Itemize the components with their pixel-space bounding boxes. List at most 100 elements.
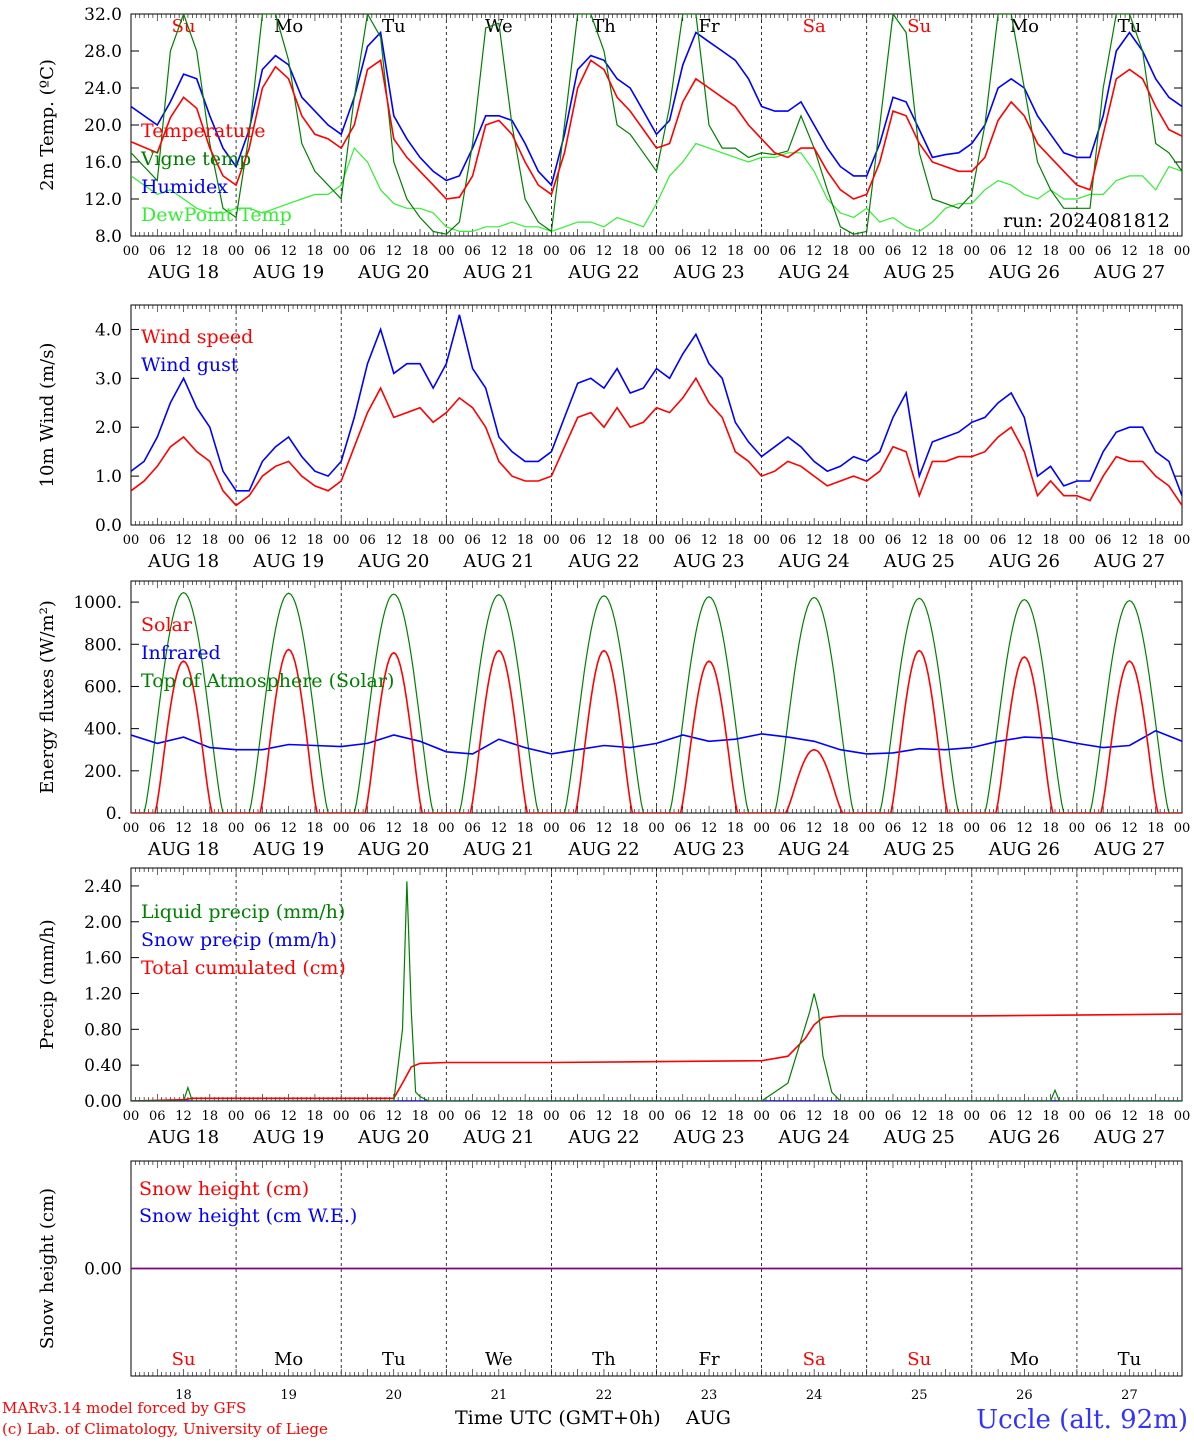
y-tick-label: 2.00 — [84, 913, 122, 933]
hour-label: 00 — [648, 533, 665, 548]
weekday-label: Fr — [699, 16, 720, 37]
weekday-label: Su — [172, 1349, 196, 1370]
y-tick-label: 0.00 — [84, 1092, 122, 1112]
weekday-label: Mo — [1010, 16, 1039, 37]
hour-label: 12 — [806, 244, 823, 259]
y-tick-label: 2.40 — [84, 877, 122, 897]
hour-label: 18 — [307, 1109, 324, 1124]
hour-label: 12 — [385, 533, 402, 548]
day-number: 19 — [280, 1388, 297, 1403]
series-line-wind-speed — [131, 376, 1182, 507]
hour-label: 18 — [1147, 1109, 1164, 1124]
date-label: AUG 18 — [147, 551, 219, 572]
hour-label: 06 — [885, 244, 902, 259]
day-number: 24 — [806, 1388, 823, 1403]
hour-label: 00 — [753, 533, 770, 548]
date-label: AUG 26 — [988, 262, 1060, 283]
hour-label: 00 — [438, 1109, 455, 1124]
hour-label: 12 — [701, 244, 718, 259]
legend-entry: Total cumulated (cm) — [141, 957, 346, 979]
panel-5: 0.00 Snow height (cm) 18 19 20 21 22 23 24 25 26 27… — [37, 1160, 1183, 1403]
hour-label: 18 — [727, 244, 744, 259]
hour-label: 18 — [517, 244, 534, 259]
hour-label: 00 — [1069, 244, 1086, 259]
y-tick-label: 20.0 — [84, 116, 122, 136]
hour-label: 00 — [858, 1109, 875, 1124]
hour-label: 18 — [517, 533, 534, 548]
hour-label: 06 — [675, 1109, 692, 1124]
hour-label: 06 — [675, 821, 692, 836]
hour-label: 06 — [359, 244, 376, 259]
hour-label: 18 — [1042, 1109, 1059, 1124]
hour-label: 00 — [1174, 821, 1191, 836]
date-label: AUG 26 — [988, 1127, 1060, 1148]
hour-label: 18 — [727, 821, 744, 836]
date-label: AUG 22 — [567, 1127, 639, 1148]
legend-entry: Wind gust — [141, 354, 239, 376]
hour-label: 06 — [359, 1109, 376, 1124]
hour-label: 18 — [832, 821, 849, 836]
hour-label: 00 — [858, 244, 875, 259]
hour-label: 00 — [333, 1109, 350, 1124]
weekday-label: Th — [592, 1349, 616, 1370]
hour-label: 06 — [149, 244, 166, 259]
hour-label: 06 — [464, 533, 481, 548]
y-tick-label: 0. — [106, 804, 122, 824]
y-tick-label: 400. — [84, 720, 122, 740]
hour-label: 00 — [333, 821, 350, 836]
hour-label: 18 — [202, 821, 219, 836]
date-label: AUG 19 — [252, 1127, 324, 1148]
hour-label: 12 — [491, 821, 508, 836]
hour-label: 12 — [701, 1109, 718, 1124]
date-label: AUG 23 — [672, 262, 744, 283]
date-label: AUG 25 — [883, 551, 955, 572]
hour-label: 12 — [280, 533, 297, 548]
legend-entry: Snow precip (mm/h) — [141, 929, 337, 951]
date-label: AUG 26 — [988, 551, 1060, 572]
hour-label: 06 — [885, 533, 902, 548]
hour-label: 12 — [491, 533, 508, 548]
legend-entry: Wind speed — [141, 326, 253, 348]
hour-label: 18 — [307, 533, 324, 548]
x-axis-month: AUG — [685, 1407, 731, 1429]
hour-label: 06 — [464, 821, 481, 836]
hour-label: 18 — [937, 1109, 954, 1124]
hour-label: 06 — [675, 244, 692, 259]
hour-label: 18 — [412, 533, 429, 548]
hour-label: 00 — [1069, 533, 1086, 548]
series-line-temperature — [131, 58, 1182, 200]
hour-label: 00 — [964, 821, 981, 836]
weekday-label: Su — [172, 16, 196, 37]
y-axis-label: Energy fluxes (W/m²) — [37, 600, 58, 794]
hour-label: 18 — [517, 821, 534, 836]
hour-label: 00 — [123, 533, 140, 548]
legend-entry: Snow height (cm) — [139, 1178, 309, 1200]
y-tick-label: 0.80 — [84, 1020, 122, 1040]
day-number: 27 — [1121, 1388, 1138, 1403]
hour-label: 18 — [1147, 821, 1164, 836]
hour-label: 06 — [1095, 244, 1112, 259]
hour-label: 12 — [385, 244, 402, 259]
hour-label: 00 — [648, 1109, 665, 1124]
y-tick-label: 16.0 — [84, 153, 122, 173]
hour-label: 00 — [753, 821, 770, 836]
hour-label: 06 — [359, 533, 376, 548]
y-axis-label: Precip (mm/h) — [37, 919, 58, 1049]
hour-label: 18 — [307, 244, 324, 259]
date-label: AUG 21 — [462, 839, 534, 860]
y-tick-label: 12.0 — [84, 190, 122, 210]
hour-label: 06 — [780, 244, 797, 259]
hour-label: 00 — [228, 533, 245, 548]
hour-label: 18 — [622, 533, 639, 548]
hour-label: 18 — [517, 1109, 534, 1124]
series-line-total-cumulated-cm — [131, 1013, 1182, 1101]
date-label: AUG 20 — [357, 551, 429, 572]
hour-label: 06 — [569, 1109, 586, 1124]
weekday-label: Su — [907, 1349, 931, 1370]
panel-2: 0.0 1.0 2.0 3.0 4.0 10m Wind (m/s) 00 06 12 18 00 0… — [37, 304, 1190, 572]
panel-4: 0.00 0.40 0.80 1.20 1.60 2.00 2.40 Precip (mm/h… — [37, 867, 1190, 1148]
hour-label: 12 — [175, 244, 192, 259]
date-label: AUG 23 — [672, 551, 744, 572]
hour-label: 12 — [911, 244, 928, 259]
